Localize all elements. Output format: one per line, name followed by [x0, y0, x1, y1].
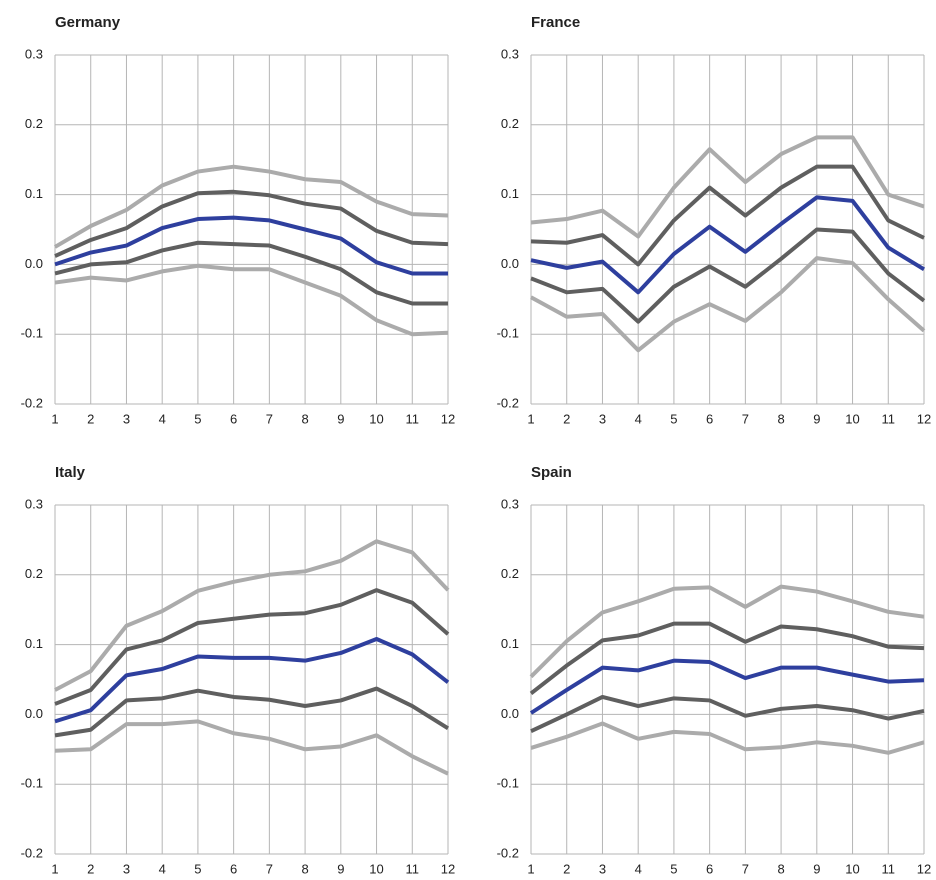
x-tick-label: 9 [337, 861, 344, 876]
x-tick-label: 2 [563, 411, 570, 426]
y-tick-label: -0.2 [497, 395, 519, 410]
x-tick-label: 12 [441, 411, 455, 426]
x-tick-label: 7 [266, 861, 273, 876]
series-line [530, 721, 925, 755]
x-tick-label: 12 [917, 861, 931, 876]
chart-title: Italy [55, 464, 86, 481]
x-tick-label: 9 [813, 861, 820, 876]
series-line [54, 215, 448, 276]
y-tick-label: -0.1 [21, 326, 43, 341]
x-tick-label: 9 [813, 411, 820, 426]
y-tick-label: 0.2 [25, 116, 43, 131]
x-tick-label: 8 [777, 411, 784, 426]
x-tick-label: 10 [845, 411, 859, 426]
x-tick-label: 8 [301, 411, 308, 426]
y-tick-label: 0.3 [501, 46, 519, 61]
y-tick-label: 0.2 [501, 566, 519, 581]
y-tick-label: -0.2 [21, 845, 43, 860]
series-line [54, 240, 448, 306]
y-tick-label: 0.1 [501, 636, 519, 651]
x-tick-label: 3 [599, 861, 606, 876]
y-tick-label: 0.0 [25, 706, 43, 721]
series-line [530, 256, 926, 353]
x-tick-label: 5 [194, 861, 201, 876]
series-line [54, 686, 450, 738]
y-tick-label: -0.1 [497, 776, 519, 791]
x-tick-label: 4 [159, 411, 166, 426]
x-tick-label: 12 [441, 861, 455, 876]
x-tick-label: 11 [406, 411, 420, 426]
x-tick-label: 12 [917, 411, 931, 426]
x-tick-label: 1 [51, 411, 58, 426]
y-tick-label: -0.2 [21, 395, 43, 410]
y-tick-label: -0.1 [497, 326, 519, 341]
series-line [54, 263, 449, 337]
x-tick-label: 3 [599, 411, 606, 426]
series-line [54, 637, 450, 724]
x-tick-label: 11 [882, 861, 896, 876]
y-tick-label: 0.1 [25, 186, 43, 201]
y-tick-label: 0.3 [25, 496, 43, 511]
series-line [54, 588, 450, 706]
x-tick-label: 6 [230, 411, 237, 426]
x-tick-label: 6 [230, 861, 237, 876]
chart-title: France [531, 14, 580, 31]
series-line [530, 694, 925, 733]
x-tick-label: 4 [635, 861, 642, 876]
series-line [529, 621, 925, 696]
y-tick-label: 0.1 [25, 636, 43, 651]
x-tick-label: 1 [527, 861, 534, 876]
x-tick-label: 6 [706, 861, 713, 876]
series-line [530, 195, 926, 295]
x-tick-label: 5 [670, 411, 677, 426]
y-tick-label: 0.1 [501, 186, 519, 201]
y-tick-label: -0.1 [21, 776, 43, 791]
x-tick-label: 11 [406, 861, 420, 876]
series-line [530, 135, 925, 239]
chart-title: Germany [55, 14, 121, 31]
x-tick-label: 7 [742, 861, 749, 876]
series-line [54, 719, 449, 776]
x-tick-label: 8 [301, 861, 308, 876]
x-tick-label: 1 [51, 861, 58, 876]
x-tick-label: 10 [845, 861, 859, 876]
x-tick-label: 11 [882, 411, 896, 426]
x-tick-label: 9 [337, 411, 344, 426]
y-tick-label: 0.2 [25, 566, 43, 581]
y-tick-label: -0.2 [497, 845, 519, 860]
x-tick-label: 2 [87, 861, 94, 876]
y-tick-label: 0.3 [25, 46, 43, 61]
y-tick-label: 0.3 [501, 496, 519, 511]
y-tick-label: 0.2 [501, 116, 519, 131]
series-line [53, 164, 449, 249]
chart-title: Spain [531, 464, 572, 481]
x-tick-label: 10 [369, 861, 383, 876]
x-tick-label: 6 [706, 411, 713, 426]
series-line [530, 164, 925, 267]
x-tick-label: 3 [123, 411, 130, 426]
series-line [529, 584, 925, 679]
series-line [530, 227, 926, 324]
x-tick-label: 7 [266, 411, 273, 426]
x-tick-label: 7 [742, 411, 749, 426]
y-tick-label: 0.0 [25, 256, 43, 271]
x-tick-label: 4 [159, 861, 166, 876]
x-tick-label: 10 [369, 411, 383, 426]
x-tick-label: 2 [563, 861, 570, 876]
series-line [529, 658, 925, 715]
y-tick-label: 0.0 [501, 256, 519, 271]
x-tick-label: 8 [777, 861, 784, 876]
y-tick-label: 0.0 [501, 706, 519, 721]
series-line [54, 189, 449, 258]
series-line [54, 539, 450, 692]
x-tick-label: 1 [527, 411, 534, 426]
x-tick-label: 4 [635, 411, 642, 426]
x-tick-label: 5 [194, 411, 201, 426]
x-tick-label: 3 [123, 861, 130, 876]
x-tick-label: 2 [87, 411, 94, 426]
x-tick-label: 5 [670, 861, 677, 876]
